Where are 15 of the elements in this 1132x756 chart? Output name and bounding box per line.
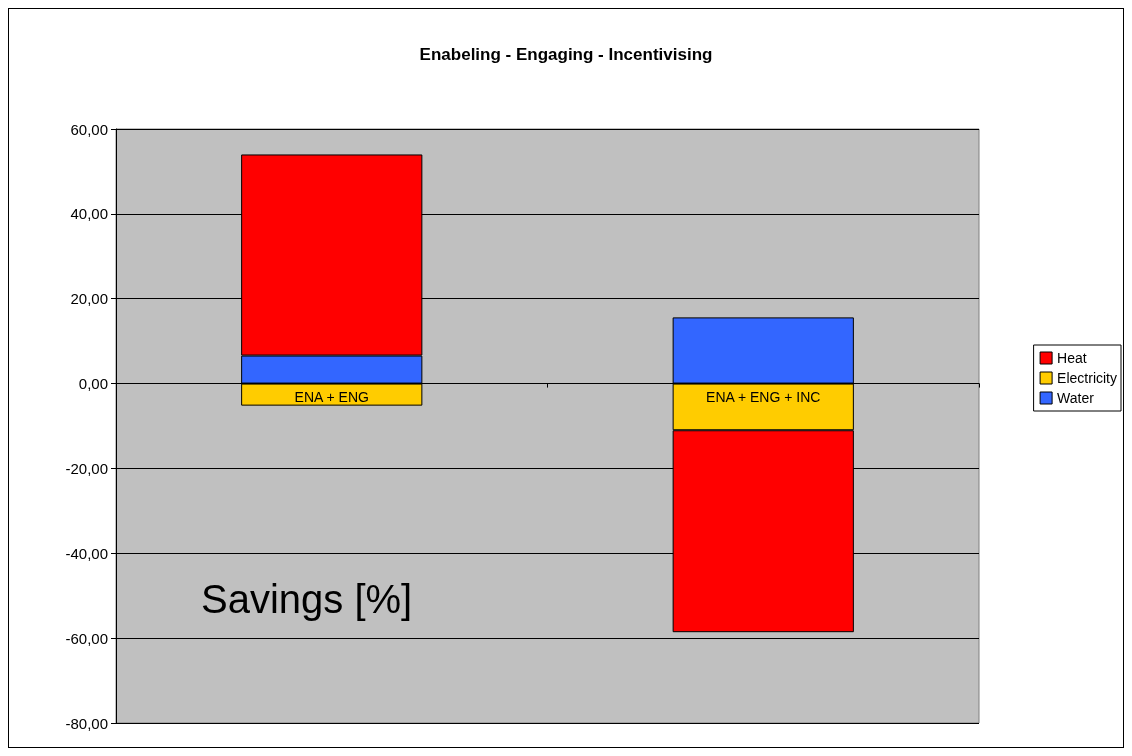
x-tick-label: ENA + ENG bbox=[294, 388, 369, 405]
y-tick-label: -20,00 bbox=[65, 459, 108, 477]
y-tick-label: -40,00 bbox=[65, 544, 108, 562]
legend-label: Heat bbox=[1057, 350, 1087, 366]
chart-title: Enabeling - Engaging - Incentivising bbox=[419, 45, 713, 64]
legend-label: Water bbox=[1057, 390, 1095, 406]
y-tick-label: 60,00 bbox=[70, 120, 108, 138]
y-tick-label: 20,00 bbox=[70, 290, 108, 308]
legend-label: Electricity bbox=[1057, 370, 1118, 386]
y-axis-title: Savings [%] bbox=[201, 577, 413, 621]
y-tick-label: -80,00 bbox=[65, 714, 108, 732]
y-tick-label: 40,00 bbox=[70, 205, 108, 223]
x-tick-label: ENA + ENG + INC bbox=[706, 388, 821, 405]
y-tick-label: -60,00 bbox=[65, 629, 108, 647]
y-tick-label: 0,00 bbox=[78, 375, 108, 393]
